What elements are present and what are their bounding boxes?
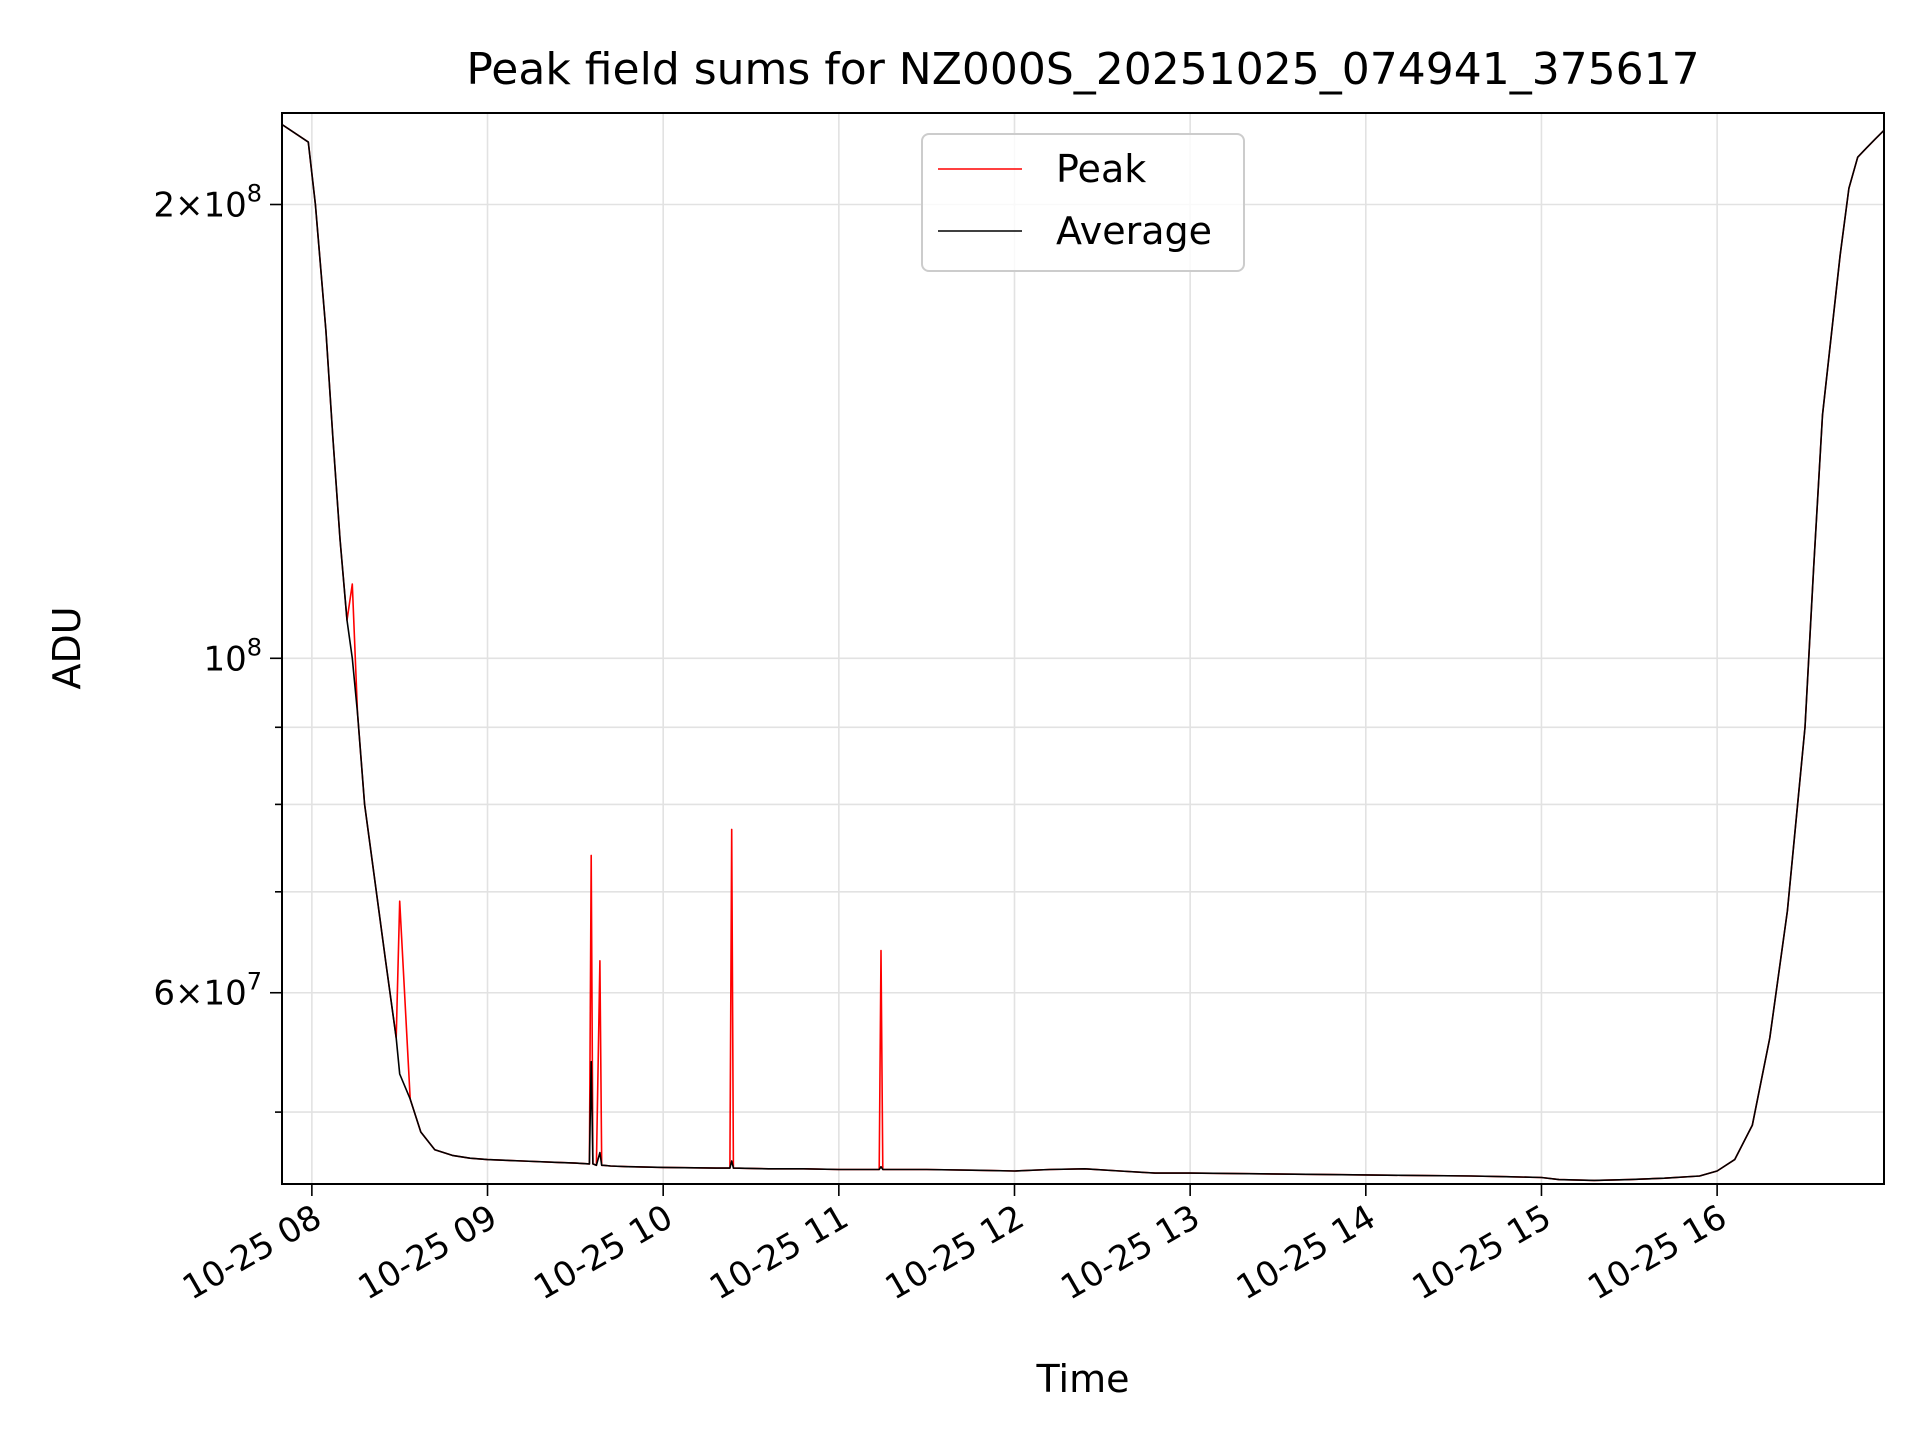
x-axis-label: Time — [1036, 1357, 1130, 1401]
y-tick-mantissa: 6 — [153, 974, 175, 1014]
grid — [282, 113, 1884, 1184]
y-tick-exponent: 7 — [247, 968, 262, 996]
y-tick-exponent: 8 — [247, 180, 262, 208]
y-tick-label: 6×107 — [153, 968, 262, 1014]
legend-label-peak: Peak — [1056, 147, 1146, 191]
y-tick-mantissa: 2 — [153, 186, 175, 226]
axes-frame — [281, 112, 1885, 1185]
plot-series — [281, 123, 1885, 1182]
legend: Peak Average — [921, 133, 1245, 272]
chart-title: Peak field sums for NZ000S_20251025_0749… — [466, 44, 1699, 95]
series-line-average — [281, 123, 1885, 1182]
y-tick-exponent: 8 — [247, 633, 262, 661]
y-axis-label: ADU — [45, 606, 89, 689]
y-tick-label: 108 — [203, 633, 262, 679]
y-tick-label: 2×108 — [153, 180, 262, 226]
legend-label-average: Average — [1056, 209, 1212, 253]
